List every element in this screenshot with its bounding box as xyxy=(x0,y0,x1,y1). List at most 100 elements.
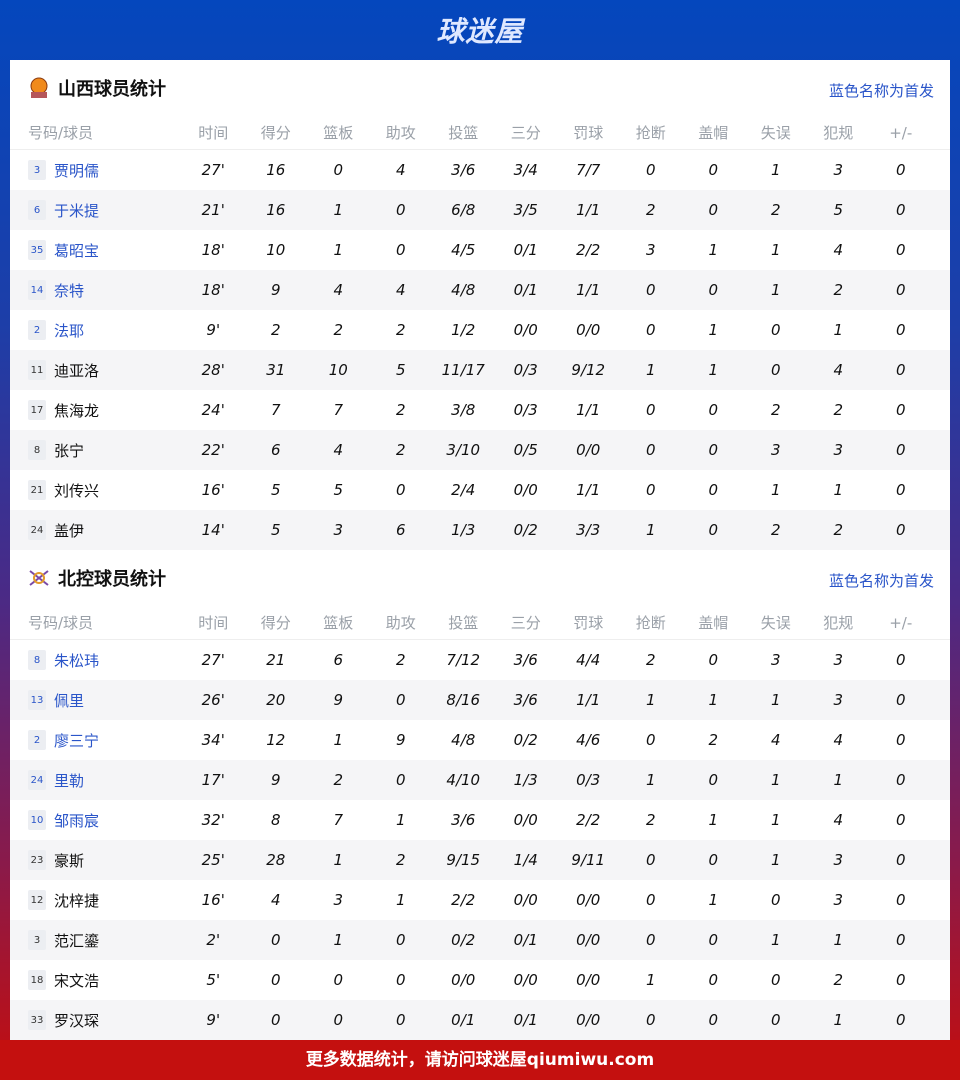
column-header[interactable]: 助攻 xyxy=(385,124,416,142)
column-header[interactable]: 盖帽 xyxy=(698,614,729,632)
table-row[interactable]: 35 葛昭宝 18' 10 1 0 4/5 0/1 2/2 3 1 1 4 0 xyxy=(10,230,950,270)
column-header[interactable]: 篮板 xyxy=(323,614,354,632)
player-name[interactable]: 焦海龙 xyxy=(54,401,100,420)
table-row[interactable]: 17 焦海龙 24' 7 7 2 3/8 0/3 1/1 0 0 2 2 0 xyxy=(10,390,950,430)
stat-cell: 25' xyxy=(201,851,225,869)
table-row[interactable]: 23 豪斯 25' 28 1 2 9/15 1/4 9/11 0 0 1 3 0 xyxy=(10,840,950,880)
stat-cell: 1 xyxy=(645,771,656,789)
player-name[interactable]: 廖三宁 xyxy=(54,731,100,750)
stats-card: 山西球员统计 蓝色名称为首发 号码/球员 时间 得分 篮板 助攻 投篮 三分 罚球 抢断 盖帽 失误… xyxy=(10,60,950,1040)
column-header[interactable]: 助攻 xyxy=(385,614,416,632)
column-header[interactable]: 号码/球员 xyxy=(28,124,94,142)
table-row[interactable]: 13 佩里 26' 20 9 0 8/16 3/6 1/1 1 1 1 3 0 xyxy=(10,680,950,720)
team-title: 北控球员统计 xyxy=(58,569,166,590)
stat-cell: 18' xyxy=(201,241,225,259)
player-name[interactable]: 里勒 xyxy=(54,771,85,790)
table-row[interactable]: 10 邹雨宸 32' 8 7 1 3/6 0/0 2/2 2 1 1 4 0 xyxy=(10,800,950,840)
player-name[interactable]: 张宁 xyxy=(54,441,85,460)
stat-cell: 2/4 xyxy=(451,481,476,499)
player-name[interactable]: 法耶 xyxy=(54,321,85,340)
stat-cell: 1 xyxy=(645,691,656,709)
stat-cell: 12 xyxy=(266,731,286,749)
column-header[interactable]: 抢断 xyxy=(635,124,666,142)
column-header[interactable]: 得分 xyxy=(260,614,291,632)
stat-cell: 4 xyxy=(833,361,844,379)
table-row[interactable]: 8 朱松玮 27' 21 6 2 7/12 3/6 4/4 2 0 3 3 0 xyxy=(10,640,950,680)
column-header[interactable]: 罚球 xyxy=(573,124,604,142)
stat-cell: 9/11 xyxy=(571,851,606,869)
player-name[interactable]: 佩里 xyxy=(54,691,85,710)
column-header[interactable]: 罚球 xyxy=(573,614,604,632)
player-name[interactable]: 罗汉琛 xyxy=(54,1011,100,1030)
stat-cell: 2 xyxy=(770,521,781,539)
stat-cell: 5 xyxy=(270,521,281,539)
stat-cell: 3 xyxy=(833,851,844,869)
player-name[interactable]: 盖伊 xyxy=(54,521,85,540)
player-name[interactable]: 迪亚洛 xyxy=(54,361,100,380)
column-header[interactable]: +/- xyxy=(889,123,913,142)
jersey-number: 33 xyxy=(28,1010,46,1030)
player-name[interactable]: 奈特 xyxy=(54,281,85,300)
column-header[interactable]: 篮板 xyxy=(323,124,354,142)
column-header[interactable]: 时间 xyxy=(198,614,229,632)
column-header[interactable]: 犯规 xyxy=(823,124,854,142)
stat-cell: 0 xyxy=(708,651,719,669)
stat-cell: 0 xyxy=(895,401,906,419)
jersey-number: 3 xyxy=(28,160,46,180)
stat-cell: 1 xyxy=(833,1011,844,1029)
column-header[interactable]: 三分 xyxy=(510,124,541,142)
column-header[interactable]: 得分 xyxy=(260,124,291,142)
table-row[interactable]: 21 刘传兴 16' 5 5 0 2/4 0/0 1/1 0 0 1 1 0 xyxy=(10,470,950,510)
player-name[interactable]: 沈梓捷 xyxy=(54,891,100,910)
player-name[interactable]: 范汇鎏 xyxy=(54,931,100,950)
player-name[interactable]: 邹雨宸 xyxy=(54,811,100,830)
table-row[interactable]: 2 廖三宁 34' 12 1 9 4/8 0/2 4/6 0 2 4 4 0 xyxy=(10,720,950,760)
stat-cell: 0 xyxy=(770,361,781,379)
player-name[interactable]: 豪斯 xyxy=(54,851,85,870)
footer-banner[interactable]: 更多数据统计，请访问球迷屋qiumiwu.com xyxy=(0,1040,960,1080)
column-header[interactable]: 投篮 xyxy=(448,124,479,142)
stat-cell: 4 xyxy=(395,161,406,179)
table-row[interactable]: 2 法耶 9' 2 2 2 1/2 0/0 0/0 0 1 0 1 0 xyxy=(10,310,950,350)
table-row[interactable]: 8 张宁 22' 6 4 2 3/10 0/5 0/0 0 0 3 3 0 xyxy=(10,430,950,470)
stat-cell: 22' xyxy=(201,441,225,459)
table-row[interactable]: 24 盖伊 14' 5 3 6 1/3 0/2 3/3 1 0 2 2 0 xyxy=(10,510,950,550)
column-header[interactable]: 失误 xyxy=(760,614,791,632)
column-header[interactable]: 投篮 xyxy=(448,614,479,632)
column-header[interactable]: 盖帽 xyxy=(698,124,729,142)
table-row[interactable]: 3 贾明儒 27' 16 0 4 3/6 3/4 7/7 0 0 1 3 0 xyxy=(10,150,950,190)
column-header[interactable]: 抢断 xyxy=(635,614,666,632)
stat-cell: 0/2 xyxy=(451,931,476,949)
table-row[interactable]: 33 罗汉琛 9' 0 0 0 0/1 0/1 0/0 0 0 0 1 0 xyxy=(10,1000,950,1040)
column-header[interactable]: 三分 xyxy=(510,614,541,632)
table-row[interactable]: 12 沈梓捷 16' 4 3 1 2/2 0/0 0/0 0 1 0 3 0 xyxy=(10,880,950,920)
column-header[interactable]: 失误 xyxy=(760,124,791,142)
stat-cell: 2 xyxy=(395,851,406,869)
stat-cell: 27' xyxy=(201,161,225,179)
stat-cell: 1 xyxy=(395,891,406,909)
stat-cell: 2 xyxy=(833,281,844,299)
player-name[interactable]: 贾明儒 xyxy=(54,161,100,180)
table-row[interactable]: 14 奈特 18' 9 4 4 4/8 0/1 1/1 0 0 1 2 0 xyxy=(10,270,950,310)
player-name[interactable]: 葛昭宝 xyxy=(54,241,100,260)
column-header[interactable]: 时间 xyxy=(198,124,229,142)
player-name[interactable]: 于米提 xyxy=(54,201,100,220)
column-header[interactable]: 犯规 xyxy=(823,614,854,632)
table-row[interactable]: 24 里勒 17' 9 2 0 4/10 1/3 0/3 1 0 1 1 0 xyxy=(10,760,950,800)
stat-cell: 0 xyxy=(770,1011,781,1029)
stat-cell: 0 xyxy=(708,281,719,299)
table-row[interactable]: 6 于米提 21' 16 1 0 6/8 3/5 1/1 2 0 2 5 0 xyxy=(10,190,950,230)
table-row[interactable]: 3 范汇鎏 2' 0 1 0 0/2 0/1 0/0 0 0 1 1 0 xyxy=(10,920,950,960)
column-header[interactable]: 号码/球员 xyxy=(28,614,94,632)
player-name[interactable]: 刘传兴 xyxy=(54,481,100,500)
table-row[interactable]: 18 宋文浩 5' 0 0 0 0/0 0/0 0/0 1 0 0 2 0 xyxy=(10,960,950,1000)
player-name[interactable]: 朱松玮 xyxy=(54,651,100,670)
table-row[interactable]: 11 迪亚洛 28' 31 10 5 11/17 0/3 9/12 1 1 0 4 0 xyxy=(10,350,950,390)
stat-cell: 31 xyxy=(266,361,286,379)
player-name[interactable]: 宋文浩 xyxy=(54,971,100,990)
stat-cell: 4 xyxy=(270,891,281,909)
column-header[interactable]: +/- xyxy=(889,613,913,632)
player-cell: 11 迪亚洛 xyxy=(10,360,182,381)
stat-cell: 1 xyxy=(770,851,781,869)
stat-cell: 0/2 xyxy=(513,521,538,539)
